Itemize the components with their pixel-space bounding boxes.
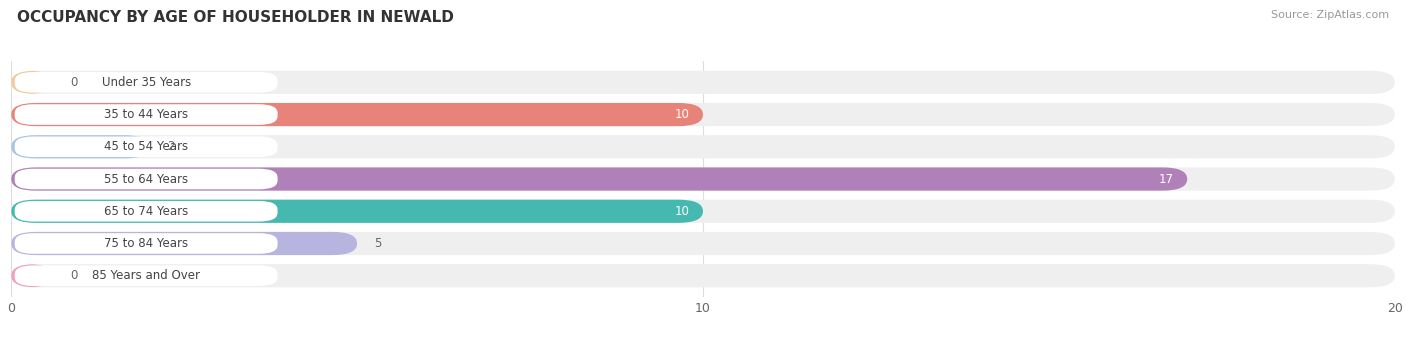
FancyBboxPatch shape bbox=[11, 199, 703, 223]
FancyBboxPatch shape bbox=[11, 199, 1395, 223]
FancyBboxPatch shape bbox=[11, 232, 1395, 255]
Text: 55 to 64 Years: 55 to 64 Years bbox=[104, 173, 188, 186]
Text: 10: 10 bbox=[675, 205, 689, 218]
FancyBboxPatch shape bbox=[14, 136, 277, 157]
Text: 0: 0 bbox=[70, 76, 77, 89]
Text: 35 to 44 Years: 35 to 44 Years bbox=[104, 108, 188, 121]
Text: Under 35 Years: Under 35 Years bbox=[101, 76, 191, 89]
FancyBboxPatch shape bbox=[11, 103, 1395, 126]
Text: 10: 10 bbox=[675, 108, 689, 121]
FancyBboxPatch shape bbox=[11, 167, 1187, 191]
FancyBboxPatch shape bbox=[11, 135, 149, 159]
FancyBboxPatch shape bbox=[14, 104, 277, 125]
Text: Source: ZipAtlas.com: Source: ZipAtlas.com bbox=[1271, 10, 1389, 20]
Text: 2: 2 bbox=[167, 140, 174, 153]
Text: 45 to 54 Years: 45 to 54 Years bbox=[104, 140, 188, 153]
FancyBboxPatch shape bbox=[11, 232, 357, 255]
Text: 75 to 84 Years: 75 to 84 Years bbox=[104, 237, 188, 250]
Text: 65 to 74 Years: 65 to 74 Years bbox=[104, 205, 188, 218]
Text: OCCUPANCY BY AGE OF HOUSEHOLDER IN NEWALD: OCCUPANCY BY AGE OF HOUSEHOLDER IN NEWAL… bbox=[17, 10, 454, 25]
FancyBboxPatch shape bbox=[11, 71, 53, 94]
FancyBboxPatch shape bbox=[14, 233, 277, 254]
Text: 0: 0 bbox=[70, 269, 77, 282]
FancyBboxPatch shape bbox=[11, 103, 703, 126]
Text: 85 Years and Over: 85 Years and Over bbox=[93, 269, 200, 282]
FancyBboxPatch shape bbox=[14, 201, 277, 222]
FancyBboxPatch shape bbox=[14, 265, 277, 286]
FancyBboxPatch shape bbox=[14, 169, 277, 189]
FancyBboxPatch shape bbox=[11, 167, 1395, 191]
FancyBboxPatch shape bbox=[11, 71, 1395, 94]
Text: 17: 17 bbox=[1159, 173, 1174, 186]
FancyBboxPatch shape bbox=[14, 72, 277, 93]
Text: 5: 5 bbox=[374, 237, 382, 250]
FancyBboxPatch shape bbox=[11, 264, 53, 287]
FancyBboxPatch shape bbox=[11, 264, 1395, 287]
FancyBboxPatch shape bbox=[11, 135, 1395, 159]
